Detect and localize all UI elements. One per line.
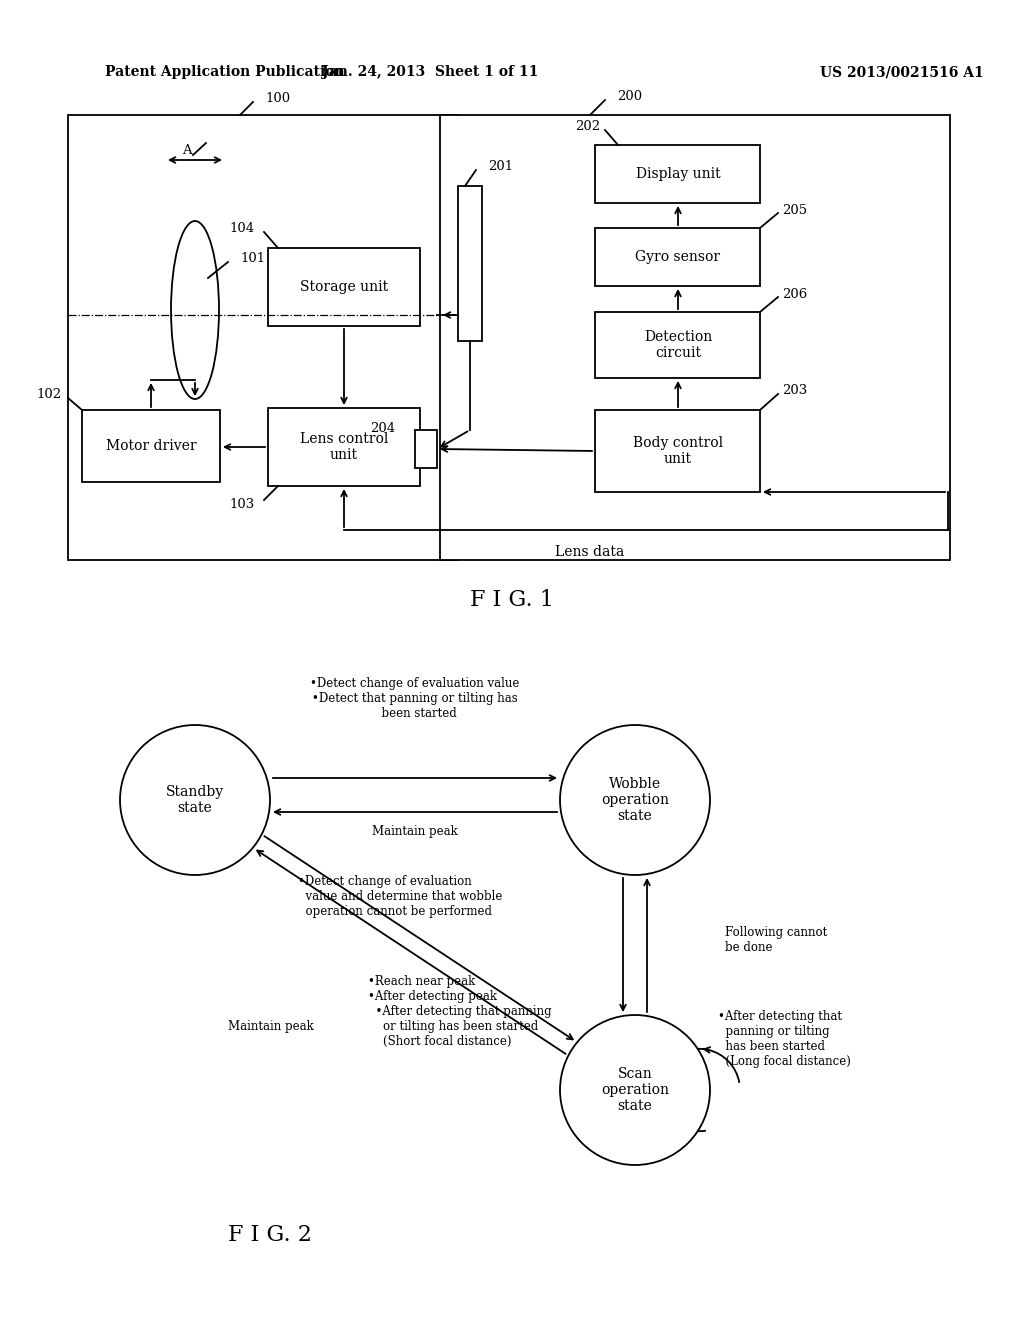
Text: 203: 203 — [782, 384, 807, 397]
Text: Scan
operation
state: Scan operation state — [601, 1067, 669, 1113]
Bar — [458, 186, 482, 341]
Circle shape — [120, 725, 270, 875]
Text: 204: 204 — [370, 421, 395, 434]
Circle shape — [560, 725, 710, 875]
Text: 200: 200 — [617, 91, 642, 103]
Text: 201: 201 — [488, 160, 513, 173]
Text: 205: 205 — [782, 203, 807, 216]
Bar — [82, 411, 220, 482]
Text: •After detecting that
  panning or tilting
  has been started
  (Long focal dist: •After detecting that panning or tilting… — [718, 1010, 851, 1068]
Text: Jan. 24, 2013  Sheet 1 of 11: Jan. 24, 2013 Sheet 1 of 11 — [322, 65, 539, 79]
Bar — [595, 312, 760, 378]
Text: F I G. 1: F I G. 1 — [470, 589, 554, 611]
Text: 100: 100 — [265, 92, 290, 106]
Bar — [595, 145, 760, 203]
Text: Maintain peak: Maintain peak — [228, 1020, 313, 1034]
Bar — [415, 430, 437, 469]
Bar — [440, 115, 950, 560]
Text: Patent Application Publication: Patent Application Publication — [105, 65, 345, 79]
Bar — [595, 228, 760, 286]
Text: Lens control
unit: Lens control unit — [300, 432, 388, 462]
Text: Maintain peak: Maintain peak — [372, 825, 458, 838]
Bar — [68, 115, 458, 560]
Bar — [268, 248, 420, 326]
Bar — [595, 411, 760, 492]
Ellipse shape — [171, 220, 219, 399]
Text: •Detect change of evaluation value
•Detect that panning or tilting has
  been st: •Detect change of evaluation value •Dete… — [310, 677, 520, 719]
Bar — [268, 408, 420, 486]
Circle shape — [560, 1015, 710, 1166]
Text: Wobble
operation
state: Wobble operation state — [601, 776, 669, 824]
Text: Display unit: Display unit — [636, 168, 720, 181]
Text: Motor driver: Motor driver — [105, 440, 197, 453]
Text: •Detect change of evaluation
  value and determine that wobble
  operation canno: •Detect change of evaluation value and d… — [298, 875, 503, 917]
Text: Standby
state: Standby state — [166, 785, 224, 814]
Text: Following cannot
be done: Following cannot be done — [725, 927, 827, 954]
Text: 103: 103 — [229, 498, 255, 511]
Text: F I G. 2: F I G. 2 — [228, 1224, 312, 1246]
Text: Lens data: Lens data — [555, 545, 625, 558]
Text: 202: 202 — [574, 120, 600, 132]
Text: Storage unit: Storage unit — [300, 280, 388, 294]
Text: 104: 104 — [229, 222, 255, 235]
Text: A: A — [182, 144, 191, 157]
Text: 102: 102 — [37, 388, 62, 401]
Text: 101: 101 — [240, 252, 265, 264]
Text: Detection
circuit: Detection circuit — [644, 330, 712, 360]
Text: US 2013/0021516 A1: US 2013/0021516 A1 — [820, 65, 984, 79]
Text: •Reach near peak
•After detecting peak
  •After detecting that panning
    or ti: •Reach near peak •After detecting peak •… — [368, 975, 552, 1048]
Text: 206: 206 — [782, 288, 807, 301]
Text: Gyro sensor: Gyro sensor — [636, 249, 721, 264]
Text: Body control
unit: Body control unit — [633, 436, 723, 466]
